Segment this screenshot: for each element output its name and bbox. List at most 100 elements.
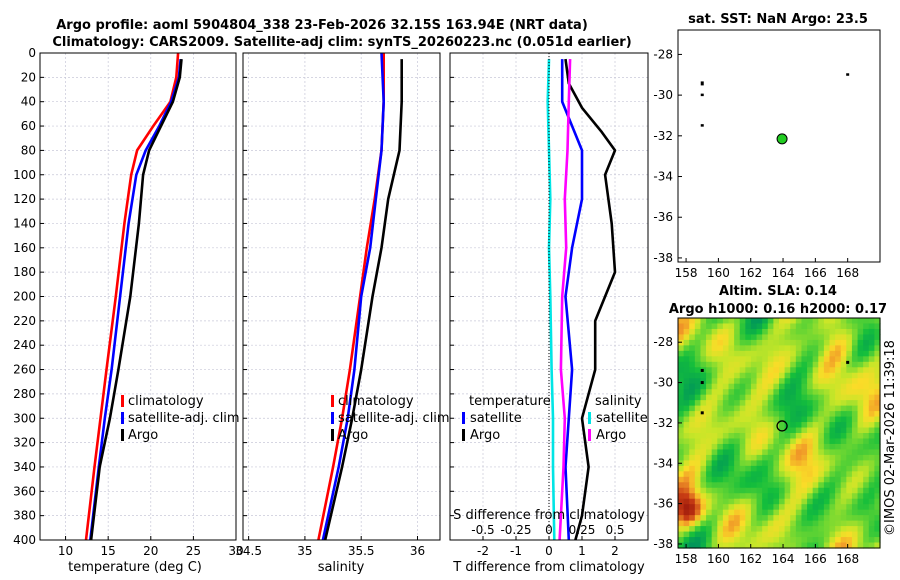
heatmap-cell <box>756 471 763 478</box>
heatmap-cell <box>795 383 803 390</box>
heatmap-cell <box>717 323 724 330</box>
heatmap-cell <box>807 328 814 336</box>
s-tick-label: -0.25 <box>500 523 531 537</box>
heatmap-cell <box>767 498 774 505</box>
heatmap-cell <box>795 520 803 527</box>
heatmap-cell <box>700 334 707 341</box>
heatmap-cell <box>678 443 685 451</box>
heatmap-cell <box>745 416 752 423</box>
heatmap-cell <box>835 334 842 341</box>
heatmap-cell <box>739 531 746 538</box>
heatmap-cell <box>722 449 730 456</box>
heatmap-cell <box>722 356 730 363</box>
heatmap-cell <box>689 334 696 341</box>
heatmap-cell <box>706 493 713 500</box>
heatmap-cell <box>868 476 875 483</box>
heatmap-cell <box>700 509 707 516</box>
heatmap-cell <box>807 383 814 390</box>
heatmap-cell <box>689 487 696 494</box>
heatmap-cell <box>812 493 819 500</box>
heatmap-cell <box>728 378 735 385</box>
heatmap-cell <box>706 509 713 516</box>
heatmap-cell <box>829 515 836 522</box>
heatmap-cell <box>683 493 690 500</box>
x-tick-label: 2 <box>611 544 619 558</box>
heatmap-cell <box>823 498 831 505</box>
heatmap-cell <box>846 531 853 538</box>
heatmap-cell <box>700 372 707 379</box>
heatmap-cell <box>700 542 707 549</box>
heatmap-cell <box>818 531 825 538</box>
heatmap-cell <box>840 350 847 357</box>
heatmap-cell <box>762 482 769 489</box>
heatmap-cell <box>874 454 881 461</box>
heatmap-cell <box>689 328 696 336</box>
heatmap-cell <box>874 449 881 456</box>
heatmap-cell <box>790 537 797 544</box>
x-tick-label: 168 <box>836 552 859 566</box>
heatmap-cell <box>683 509 690 516</box>
heatmap-cell <box>711 367 718 374</box>
heatmap-cell <box>773 400 780 407</box>
heatmap-cell <box>756 482 763 489</box>
heatmap-cell <box>868 416 875 423</box>
heatmap-cell <box>840 339 847 346</box>
heatmap-cell <box>846 542 853 549</box>
heatmap-cell <box>756 334 763 341</box>
heatmap-cell <box>829 318 836 325</box>
x-tick-label: 34.5 <box>235 544 262 558</box>
heatmap-cell <box>711 537 718 544</box>
heatmap-cell <box>779 542 786 549</box>
heatmap-cell <box>739 482 746 489</box>
map-background <box>678 30 880 262</box>
heatmap-cell <box>868 531 875 538</box>
heatmap-cell <box>790 509 797 516</box>
heatmap-cell <box>790 356 797 363</box>
heatmap-cell <box>795 454 803 461</box>
heatmap-cell <box>784 339 791 346</box>
heatmap-cell <box>863 482 870 489</box>
heatmap-cell <box>790 460 797 467</box>
heatmap-cell <box>863 339 870 346</box>
heatmap-cell <box>694 318 702 325</box>
heatmap-cell <box>739 438 746 445</box>
heatmap-cell <box>851 454 859 461</box>
heatmap-cell <box>835 438 842 445</box>
heatmap-cell <box>801 443 808 451</box>
heatmap-cell <box>722 367 730 374</box>
heatmap-cell <box>851 471 859 478</box>
heatmap-cell <box>851 427 859 434</box>
heatmap-cell <box>678 433 685 440</box>
heatmap-cell <box>750 328 758 336</box>
heatmap-cell <box>857 537 864 544</box>
heatmap-cell <box>795 443 803 451</box>
heatmap-cell <box>790 487 797 494</box>
heatmap-cell <box>818 504 825 511</box>
heatmap-cell <box>829 394 836 401</box>
heatmap-cell <box>689 427 696 434</box>
heatmap-cell <box>734 318 741 325</box>
heatmap-cell <box>779 454 786 461</box>
heatmap-cell <box>711 328 718 336</box>
heatmap-cell <box>722 465 730 472</box>
heatmap-cell <box>795 515 803 522</box>
y-tick-label: -36 <box>653 497 673 511</box>
heatmap-cell <box>823 487 831 494</box>
heatmap-cell <box>857 460 864 467</box>
heatmap-cell <box>874 422 881 429</box>
heatmap-cell <box>767 443 774 451</box>
y-tick-label: 180 <box>13 265 36 279</box>
sst-title: sat. SST: NaN Argo: 23.5 <box>688 12 868 27</box>
heatmap-cell <box>745 487 752 494</box>
heatmap-cell <box>694 389 702 396</box>
heatmap-cell <box>756 323 763 330</box>
heatmap-cell <box>722 498 730 505</box>
heatmap-cell <box>851 383 859 390</box>
heatmap-cell <box>868 405 875 412</box>
heatmap-cell <box>745 334 752 341</box>
heatmap-cell <box>711 323 718 330</box>
heatmap-cell <box>762 504 769 511</box>
heatmap-cell <box>745 427 752 434</box>
legend-label-sat: satellite-adj. clim <box>338 411 450 426</box>
heatmap-cell <box>711 378 718 385</box>
